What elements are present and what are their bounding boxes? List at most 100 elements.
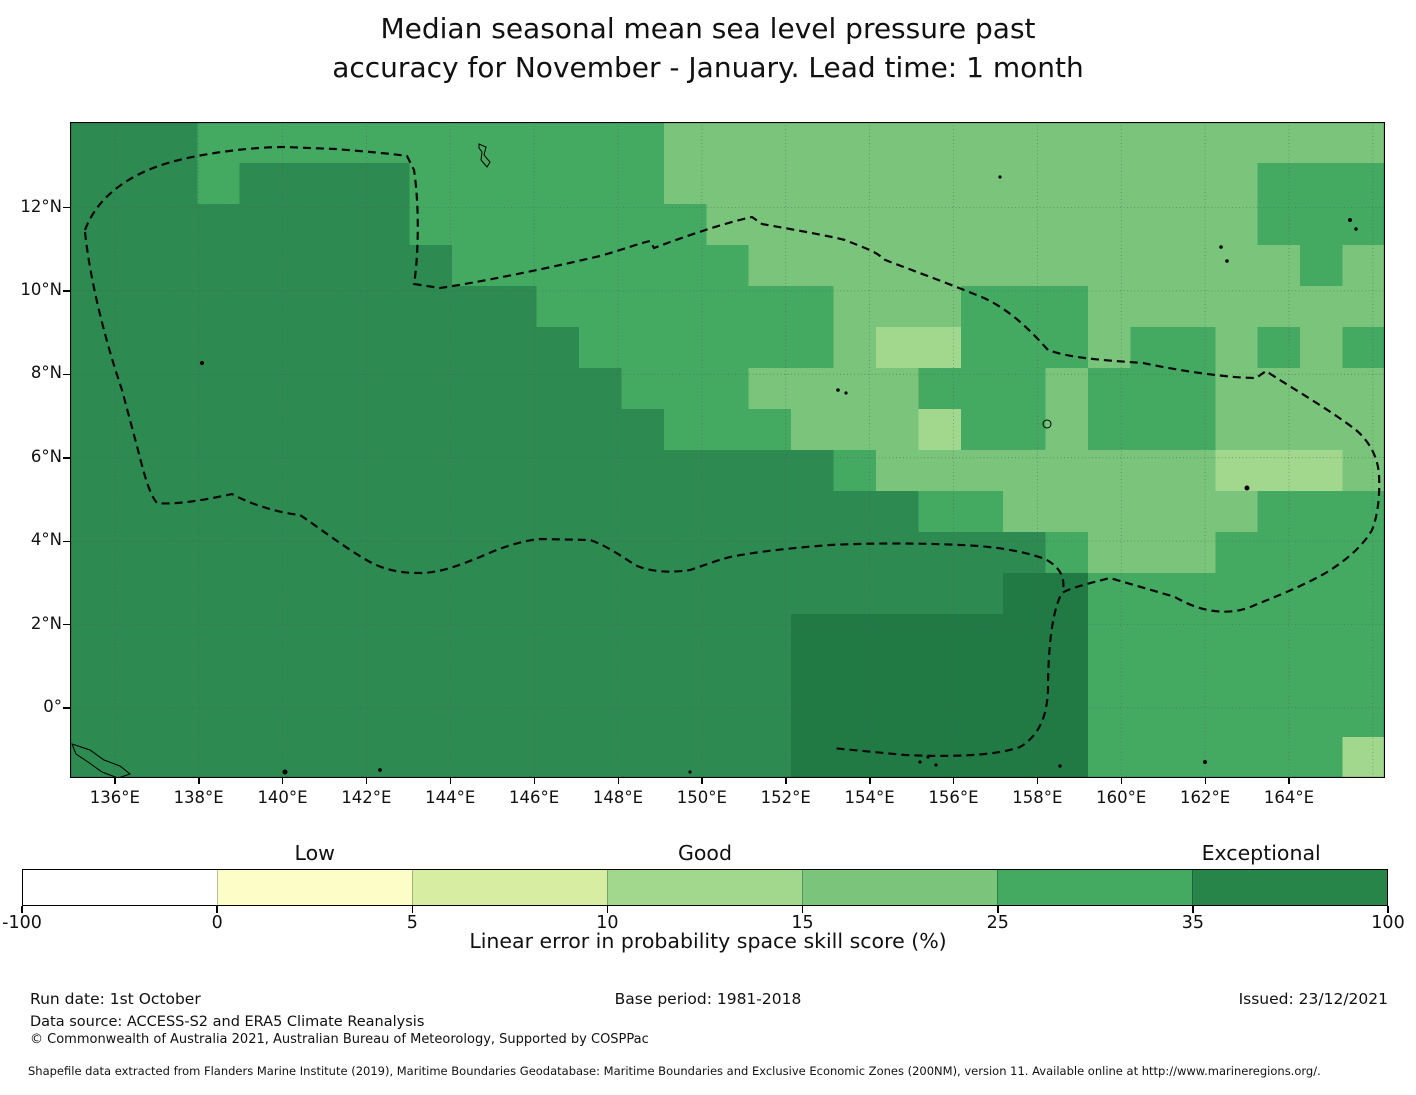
raster-cell [154,163,198,205]
data-source-text: Data source: ACCESS-S2 and ERA5 Climate … [30,1014,425,1030]
x-tick-mark [869,778,871,784]
raster-cell [1045,573,1089,615]
island-speck [282,769,288,775]
raster-cell [112,573,156,615]
raster-cell [1172,614,1216,656]
x-tick-mark [282,778,284,784]
y-tick-mark [63,290,70,292]
raster-cell [154,573,198,615]
x-tick-label: 148°E [592,788,644,807]
raster-cell [324,122,368,164]
raster-cell [706,491,750,533]
raster-cell [70,204,114,246]
colorbar-segment [802,870,997,905]
raster-cell [409,573,453,615]
raster-cell [494,737,538,778]
raster-cell [1045,655,1089,697]
raster-cell [791,450,835,492]
raster-cell [621,573,665,615]
raster-cell [1088,573,1132,615]
raster-cell [494,286,538,328]
colorbar-segment [997,870,1192,905]
raster-cell [1215,327,1259,369]
raster-cell [579,368,623,410]
map-plot-area [70,122,1385,778]
raster-cell [70,122,114,164]
raster-cell [748,368,792,410]
raster-cell [536,163,580,205]
raster-cell [409,491,453,533]
raster-cell [112,327,156,369]
raster-cell [1300,655,1344,697]
raster-cell [960,163,1004,205]
x-tick-label: 152°E [760,788,811,807]
x-tick-label: 140°E [257,788,308,807]
marshall-atoll [1219,245,1223,249]
raster-cell [1088,122,1132,164]
raster-cell [621,368,665,410]
raster-cell [918,450,962,492]
raster-cell [1088,245,1132,287]
raster-cell [154,327,198,369]
raster-cell [621,204,665,246]
chart-title-line2: accuracy for November - January. Lead ti… [332,51,1084,84]
raster-cell [833,737,877,778]
eez-boundaries [83,145,1381,757]
raster-cell [791,368,835,410]
y-tick-label: 0° [43,696,62,716]
raster-cell [706,163,750,205]
raster-cell [1088,696,1132,738]
raster-cell [536,614,580,656]
raster-cell [791,614,835,656]
colorbar-tick-mark [216,906,218,913]
raster-cell [1300,450,1344,492]
raster-cell [239,737,283,778]
raster-cell [324,655,368,697]
raster-cell [70,614,114,656]
raster-cell [282,655,326,697]
eez-boundary-south [83,231,1065,591]
raster-cell [1130,614,1174,656]
raster-cell [748,204,792,246]
raster-cell [1215,163,1259,205]
raster-cell [663,614,707,656]
x-tick-mark [449,778,452,784]
raster-cell [1300,696,1344,738]
guam-island-outline [478,143,491,168]
raster-cell [1342,737,1385,778]
raster-cell [282,204,326,246]
raster-cell [239,122,283,164]
raster-cell [366,573,410,615]
raster-cell [409,204,453,246]
raster-cell [663,491,707,533]
raster-cell [1342,573,1385,615]
raster-cell [1088,163,1132,205]
x-tick-label: 160°E [1096,788,1147,807]
raster-cell [1130,245,1174,287]
raster-cell [918,573,962,615]
raster-cell [1130,163,1174,205]
raster-cell [409,655,453,697]
raster-cell [875,450,919,492]
raster-cell [197,122,241,164]
raster-cell [451,491,495,533]
raster-cell [1215,491,1259,533]
raster-cell [1003,368,1047,410]
raster-cell [70,655,114,697]
raster-cell [366,286,410,328]
raster-cell [70,491,114,533]
raster-cell [494,450,538,492]
raster-cell [239,409,283,451]
colorbar-tick-label: 5 [406,913,418,933]
raster-cell [748,696,792,738]
raster-cell [70,737,114,778]
raster-cell [1215,573,1259,615]
map-raster [70,122,1385,778]
eez-boundary-north [83,145,1381,757]
raster-cell [451,409,495,451]
raster-cell [451,573,495,615]
colorbar-tick-label: 35 [1181,913,1204,933]
raster-cell [70,573,114,615]
x-tick-mark [953,778,955,784]
raster-cell [706,655,750,697]
